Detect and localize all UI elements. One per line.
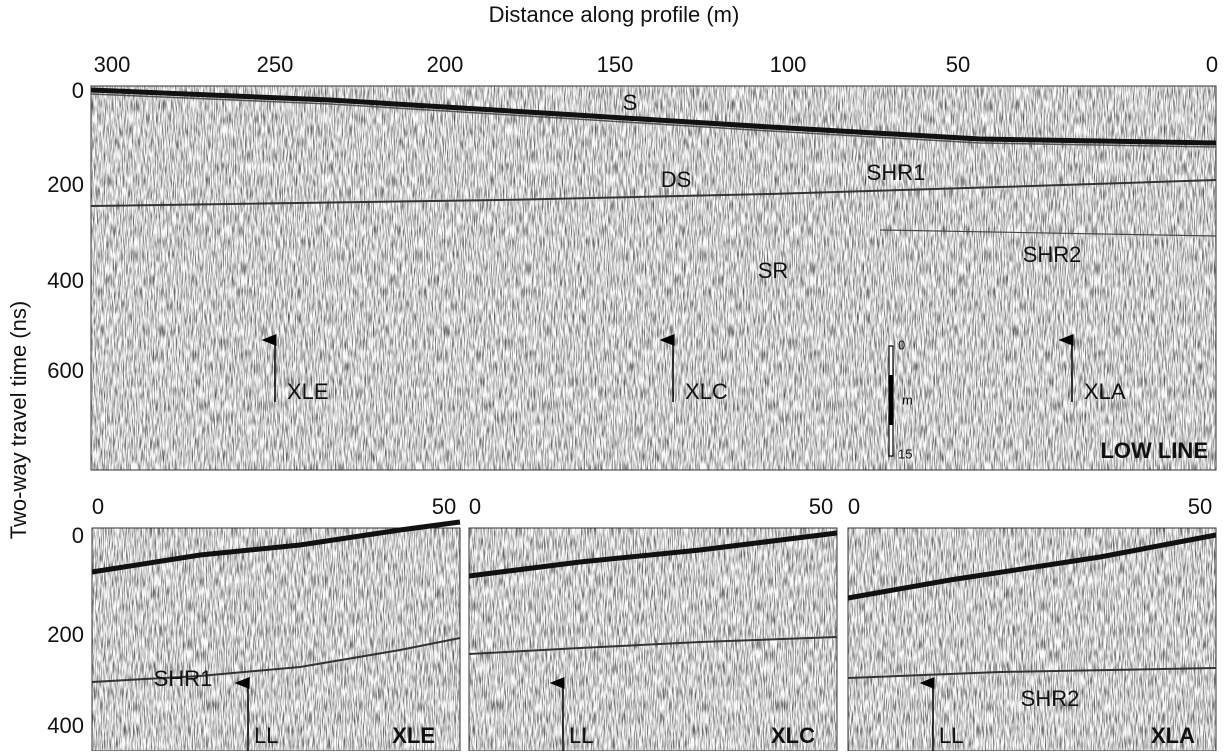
- x-tick-label: 0: [469, 494, 481, 519]
- crossline-label: XLC: [685, 379, 728, 404]
- panel-name: XLA: [1151, 723, 1195, 748]
- crossline-label: XLA: [1084, 379, 1126, 404]
- x-tick-label: 50: [946, 52, 970, 77]
- x-axis-label: Distance along profile (m): [489, 2, 740, 27]
- x-tick-label: 0: [848, 494, 860, 519]
- x-tick-label: 0: [92, 494, 104, 519]
- crossline-label: XLE: [287, 379, 329, 404]
- panel-name: XLE: [392, 723, 435, 748]
- annotation: S: [623, 90, 638, 115]
- x-tick-label: 0: [1206, 52, 1218, 77]
- radargram-texture: [848, 528, 1216, 751]
- scale-bar-label: 15: [898, 446, 912, 461]
- x-tick-label: 200: [427, 52, 464, 77]
- annotation: DS: [661, 167, 692, 192]
- y-tick-label: 400: [47, 713, 84, 738]
- x-tick-label: 250: [257, 52, 294, 77]
- y-tick-label: 0: [72, 523, 84, 548]
- y-tick-label: 600: [47, 358, 84, 383]
- figure: Distance along profile (m) Two-way trave…: [0, 0, 1228, 751]
- y-tick-label: 0: [72, 78, 84, 103]
- y-tick-label: 200: [47, 172, 84, 197]
- panel-name: XLC: [771, 723, 815, 748]
- annotation: SHR1: [867, 160, 926, 185]
- scale-bar-label: 0: [898, 337, 905, 352]
- crossline-label: LL: [569, 723, 593, 748]
- x-tick-label: 100: [770, 52, 807, 77]
- scale-bar-label: m: [902, 392, 913, 407]
- crossline-label: LL: [939, 723, 963, 748]
- y-tick-label: 200: [47, 622, 84, 647]
- line-name: LOW LINE: [1100, 438, 1208, 463]
- annotation: SHR2: [1023, 242, 1082, 267]
- x-tick-label: 50: [1188, 494, 1212, 519]
- annotation: SR: [758, 258, 789, 283]
- x-tick-label: 300: [94, 52, 131, 77]
- crossline-label: LL: [254, 723, 278, 748]
- annotation: SHR1: [154, 666, 213, 691]
- x-tick-label: 150: [597, 52, 634, 77]
- annotation: SHR2: [1021, 686, 1080, 711]
- y-axis-label: Two-way travel time (ns): [6, 301, 31, 539]
- y-tick-label: 400: [47, 268, 84, 293]
- x-tick-label: 50: [432, 494, 456, 519]
- x-tick-label: 50: [809, 494, 833, 519]
